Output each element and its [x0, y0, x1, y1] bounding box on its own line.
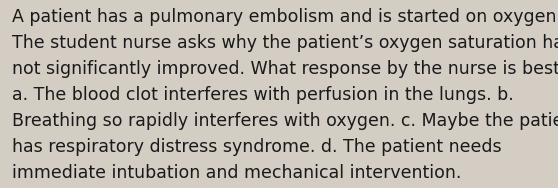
Text: A patient has a pulmonary embolism and is started on oxygen.: A patient has a pulmonary embolism and i…: [12, 8, 558, 27]
Text: a. The blood clot interferes with perfusion in the lungs. b.: a. The blood clot interferes with perfus…: [12, 86, 514, 104]
Text: has respiratory distress syndrome. d. The patient needs: has respiratory distress syndrome. d. Th…: [12, 138, 502, 156]
Text: The student nurse asks why the patient’s oxygen saturation has: The student nurse asks why the patient’s…: [12, 34, 558, 52]
Text: not significantly improved. What response by the nurse is best?: not significantly improved. What respons…: [12, 60, 558, 78]
Text: immediate intubation and mechanical intervention.: immediate intubation and mechanical inte…: [12, 164, 461, 182]
Text: Breathing so rapidly interferes with oxygen. c. Maybe the patient: Breathing so rapidly interferes with oxy…: [12, 112, 558, 130]
